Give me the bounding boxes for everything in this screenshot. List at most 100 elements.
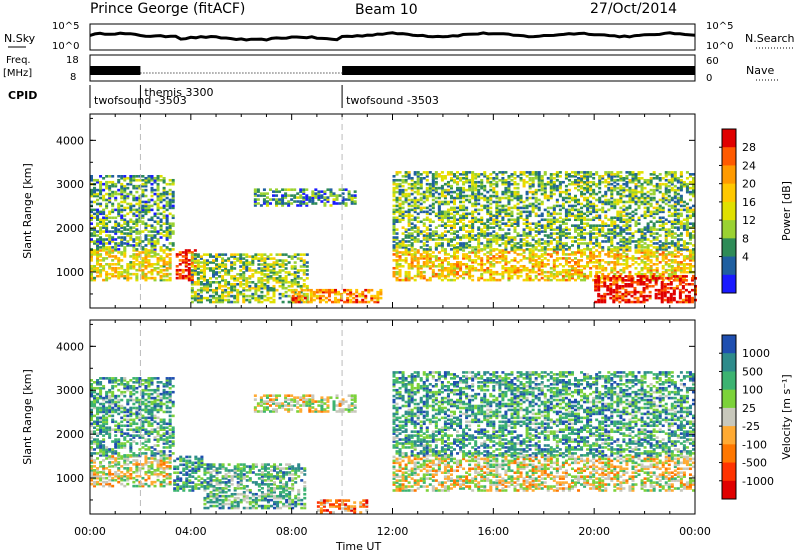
heatmap-cell: [425, 232, 429, 235]
heatmap-cell: [337, 300, 341, 304]
heatmap-cell: [120, 270, 124, 274]
heatmap-cell: [546, 244, 550, 247]
heatmap-cell: [144, 253, 148, 256]
heatmap-cell: [138, 196, 142, 200]
heatmap-cell: [102, 246, 106, 249]
heatmap-cell: [673, 244, 677, 247]
heatmap-cell: [443, 274, 447, 278]
heatmap-cell: [679, 175, 683, 178]
heatmap-cell: [440, 171, 444, 174]
heatmap-cell: [537, 238, 541, 241]
heatmap-cell: [489, 176, 493, 180]
heatmap-cell: [284, 259, 288, 262]
heatmap-cell: [558, 228, 562, 231]
heatmap-cell: [425, 263, 429, 266]
heatmap-cell: [549, 188, 553, 192]
heatmap-cell: [580, 242, 584, 245]
heatmap-cell: [661, 259, 665, 262]
heatmap-cell: [227, 271, 231, 274]
heatmap-cell: [404, 210, 408, 214]
heatmap-cell: [483, 175, 487, 178]
heatmap-cell: [102, 218, 106, 222]
heatmap-cell: [577, 261, 581, 264]
heatmap-cell: [218, 284, 222, 288]
heatmap-cell: [327, 298, 331, 302]
heatmap-cell: [498, 210, 502, 214]
heatmap-cell: [129, 272, 133, 276]
heatmap-cell: [661, 266, 665, 270]
heatmap-cell: [416, 240, 420, 243]
heatmap-cell: [531, 173, 535, 176]
heatmap-cell: [437, 251, 441, 254]
heatmap-cell: [616, 246, 620, 249]
heatmap-cell: [471, 264, 475, 268]
heatmap-cell: [299, 190, 303, 193]
heatmap-cell: [407, 248, 411, 251]
heatmap-cell: [465, 212, 469, 216]
heatmap-cell: [404, 171, 408, 174]
heatmap-cell: [199, 277, 203, 280]
heatmap-cell: [649, 198, 653, 202]
heatmap-cell: [410, 176, 414, 180]
heatmap-cell: [293, 290, 297, 294]
heatmap-cell: [616, 202, 620, 206]
heatmap-cell: [162, 259, 166, 262]
heatmap-cell: [428, 232, 432, 235]
heatmap-cell: [347, 190, 351, 193]
heatmap-cell: [586, 180, 590, 184]
heatmap-cell: [613, 261, 617, 264]
heatmap-cell: [395, 190, 399, 194]
heatmap-cell: [165, 208, 169, 212]
heatmap-cell: [410, 200, 414, 204]
heatmap-cell: [111, 274, 115, 278]
heatmap-cell: [245, 282, 249, 286]
heatmap-cell: [205, 263, 209, 266]
heatmap-cell: [492, 264, 496, 268]
heatmap-cell: [667, 220, 671, 224]
heatmap-cell: [242, 288, 246, 292]
heatmap-cell: [471, 266, 475, 270]
heatmap-cell: [634, 208, 638, 212]
heatmap-cell: [601, 224, 605, 227]
heatmap-cell: [341, 196, 345, 199]
heatmap-cell: [480, 208, 484, 212]
heatmap-cell: [676, 200, 680, 204]
heatmap-cell: [453, 178, 456, 182]
heatmap-cell: [132, 178, 136, 182]
heatmap-cell: [501, 192, 505, 196]
heatmap-cell: [93, 242, 97, 245]
heatmap-cell: [592, 173, 596, 176]
heatmap-cell: [516, 192, 520, 196]
heatmap-cell: [398, 210, 402, 214]
heatmap-cell: [616, 190, 620, 194]
heatmap-cell: [540, 200, 544, 204]
heatmap-cell: [673, 192, 677, 196]
heatmap-cell: [643, 232, 647, 235]
heatmap-cell: [486, 232, 490, 235]
heatmap-cell: [664, 171, 668, 174]
heatmap-cell: [434, 232, 438, 235]
heatmap-cell: [326, 198, 330, 201]
heatmap-cell: [465, 173, 469, 176]
heatmap-cell: [335, 196, 339, 199]
heatmap-cell: [144, 182, 148, 186]
heatmap-cell: [208, 300, 212, 304]
heatmap-cell: [129, 210, 133, 214]
heatmap-cell: [410, 257, 414, 260]
heatmap-cell: [546, 242, 550, 245]
heatmap-cell: [117, 222, 121, 225]
heatmap-cell: [643, 236, 647, 239]
heatmap-cell: [147, 270, 151, 274]
heatmap-cell: [567, 228, 571, 231]
heatmap-cell: [284, 194, 288, 197]
freq-block-1: [342, 66, 695, 75]
heatmap-cell: [465, 175, 469, 178]
heatmap-cell: [555, 171, 559, 174]
heatmap-cell: [401, 210, 405, 214]
heatmap-cell: [90, 216, 93, 220]
heatmap-cell: [586, 257, 590, 260]
heatmap-cell: [90, 274, 93, 278]
heatmap-cell: [595, 238, 599, 241]
heatmap-cell: [275, 198, 279, 201]
heatmap-cell: [321, 298, 325, 302]
